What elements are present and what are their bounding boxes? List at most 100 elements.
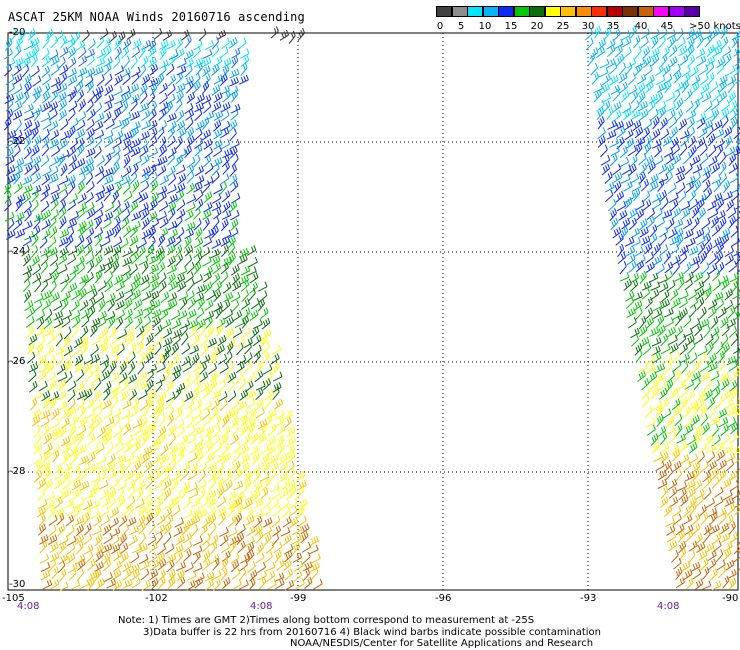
wind-barb (131, 211, 142, 222)
wind-barb (30, 54, 38, 68)
wind-barb (206, 289, 216, 301)
wind-barb (177, 576, 186, 589)
wind-barb (97, 280, 107, 292)
wind-barb (158, 576, 166, 590)
wind-barb (625, 62, 633, 76)
wind-barb (178, 443, 186, 457)
wind-barb (109, 353, 119, 365)
wind-barb (230, 180, 239, 193)
wind-barb (688, 190, 697, 203)
wind-barb (287, 479, 296, 493)
wind-barb (136, 333, 145, 347)
wind-barb (223, 471, 233, 483)
wind-barb (166, 264, 177, 275)
wind-barb (273, 541, 283, 554)
wind-barb (195, 198, 204, 212)
wind-barb (87, 416, 97, 429)
wind-barb (684, 471, 695, 482)
wind-barb (172, 328, 182, 340)
wind-barb (706, 443, 717, 454)
legend-label: >50 knots (689, 21, 740, 32)
wind-barb (157, 126, 165, 140)
wind-barb (624, 119, 634, 131)
wind-barb (65, 235, 74, 248)
wind-barb (90, 473, 101, 484)
wind-barb (113, 100, 124, 112)
wind-barb (703, 487, 712, 500)
wind-barb (255, 530, 264, 544)
wind-barb (722, 478, 732, 490)
wind-barb (211, 171, 220, 184)
wind-barb (60, 130, 70, 141)
wind-barb (32, 408, 42, 420)
wind-barb (37, 498, 48, 510)
wind-barb (664, 317, 674, 328)
wind-barb (606, 129, 617, 140)
wind-barb (112, 137, 122, 149)
wind-barb (4, 117, 12, 131)
wind-barb (236, 354, 247, 366)
wind-barb (631, 181, 642, 192)
wind-barb (734, 55, 740, 67)
wind-barb (691, 513, 701, 526)
wind-barb (92, 399, 102, 411)
wind-barb (143, 460, 153, 473)
wind-barb (194, 165, 204, 177)
wind-barb (50, 145, 61, 157)
wind-barb (195, 451, 204, 464)
wind-barb (226, 491, 237, 501)
wind-barb (87, 452, 96, 465)
wind-barb (4, 93, 15, 104)
wind-barb (727, 569, 737, 580)
wind-barb (32, 172, 42, 185)
wind-barb (703, 325, 711, 339)
wind-barb (180, 485, 189, 499)
wind-barb (165, 543, 175, 555)
wind-barb (55, 345, 66, 356)
wind-barb (669, 289, 679, 301)
wind-barb (41, 397, 51, 410)
wind-barb (213, 424, 221, 438)
wind-barb (276, 559, 285, 572)
wind-barb (599, 58, 610, 69)
wind-barb (200, 354, 211, 365)
wind-barb (696, 297, 705, 310)
wind-barb (211, 238, 222, 250)
note-line-1: Note: 1) Times are GMT 2)Times along bot… (118, 615, 535, 626)
wind-barb (215, 462, 225, 475)
wind-barb (170, 309, 181, 321)
wind-barb (31, 233, 39, 247)
wind-barb (81, 505, 92, 517)
wind-barb (199, 371, 209, 384)
wind-barb (206, 325, 215, 339)
wind-barb (6, 129, 17, 140)
wind-barb (68, 193, 78, 205)
wind-barb (140, 181, 150, 193)
wind-barb (77, 390, 87, 400)
wind-barb (101, 236, 111, 247)
wind-barb (244, 507, 254, 520)
wind-barb (176, 182, 186, 194)
wind-barb (672, 449, 681, 462)
wind-barb (232, 579, 242, 590)
wind-barb (213, 289, 222, 303)
wind-barb (41, 228, 51, 241)
wind-barb (104, 136, 114, 148)
wind-barb (87, 108, 96, 121)
wind-barb (156, 397, 165, 411)
wind-barb (138, 553, 149, 565)
wind-barb (711, 424, 719, 438)
wind-barb (678, 118, 688, 131)
wind-barb (90, 508, 100, 520)
wind-barb (683, 417, 693, 429)
wind-barb (41, 390, 51, 402)
wind-barb (670, 136, 679, 150)
wind-barb (232, 327, 243, 338)
wind-barb (28, 362, 39, 373)
wind-barb (229, 173, 238, 187)
wind-barb (165, 397, 174, 410)
wind-barb (642, 190, 651, 203)
wind-barb (666, 29, 677, 40)
wind-barb (44, 478, 53, 491)
wind-barb (676, 182, 686, 195)
